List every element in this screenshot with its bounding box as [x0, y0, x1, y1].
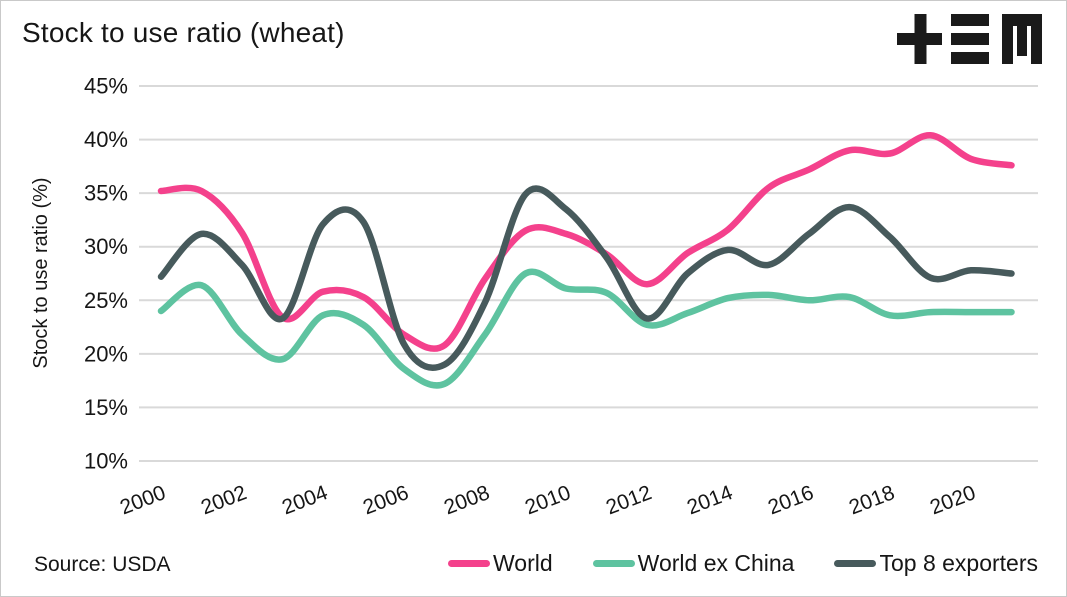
x-tick-label: 2004	[279, 481, 331, 519]
chart-title: Stock to use ratio (wheat)	[22, 17, 345, 48]
x-tick-label: 2018	[846, 481, 898, 519]
logo-bars-icon	[951, 33, 989, 45]
x-tick-label: 2006	[360, 481, 412, 519]
y-tick-label: 30%	[84, 234, 128, 259]
logo-m-icon	[1017, 14, 1027, 56]
x-axis-tick-labels: 2000 2002 2004 2006 2008 2010 2012 2014 2016 2018…	[117, 481, 979, 519]
tem-logo	[897, 14, 1043, 64]
x-tick-label: 2012	[603, 481, 655, 519]
y-tick-label: 40%	[84, 127, 128, 152]
legend-item-world-ex-china: World ex China	[592, 550, 795, 577]
x-tick-label: 2014	[684, 481, 736, 519]
gridlines	[139, 85, 1038, 462]
legend-label-top8-exporters: Top 8 exporters	[879, 550, 1038, 576]
series-line-top-8-exporters	[157, 185, 1015, 371]
logo-bars-icon	[951, 14, 989, 26]
x-tick-label: 2000	[117, 481, 169, 519]
tem-logo-graphic	[897, 14, 1042, 64]
y-tick-label: 15%	[84, 395, 128, 420]
x-tick-label: 2008	[441, 481, 493, 519]
series-line-world	[157, 132, 1015, 352]
y-axis-title: Stock to use ratio (%)	[30, 177, 52, 368]
logo-plus-icon	[897, 33, 942, 45]
y-tick-label: 45%	[84, 74, 128, 99]
data-series-lines	[157, 132, 1015, 389]
x-tick-label: 2002	[198, 481, 250, 519]
x-tick-label: 2020	[927, 481, 979, 519]
logo-m-icon	[1002, 14, 1013, 64]
legend-label-world-ex-china: World ex China	[637, 550, 795, 576]
legend-item-world: World	[448, 550, 553, 577]
x-tick-label: 2010	[522, 481, 574, 519]
top8-exporters-line-swatch	[834, 560, 877, 567]
legend-item-top8-exporters: Top 8 exporters	[834, 550, 1038, 577]
legend: World World ex China Top 8 exporters	[448, 550, 1038, 577]
world-ex-china-line-swatch	[592, 560, 635, 567]
x-tick-label: 2016	[765, 481, 817, 519]
y-tick-label: 25%	[84, 288, 128, 313]
logo-bars-icon	[951, 52, 989, 64]
world-line-swatch	[448, 560, 490, 567]
y-tick-label: 10%	[84, 449, 128, 474]
logo-m-icon	[1031, 14, 1042, 64]
source-label: Source: USDA	[34, 553, 171, 576]
y-axis-tick-labels: 10% 15% 20% 25% 30% 35% 40% 45%	[84, 74, 128, 474]
y-tick-label: 20%	[84, 341, 128, 366]
series-line-world-ex-china	[157, 268, 1015, 389]
legend-label-world: World	[493, 550, 553, 576]
y-tick-label: 35%	[84, 181, 128, 206]
